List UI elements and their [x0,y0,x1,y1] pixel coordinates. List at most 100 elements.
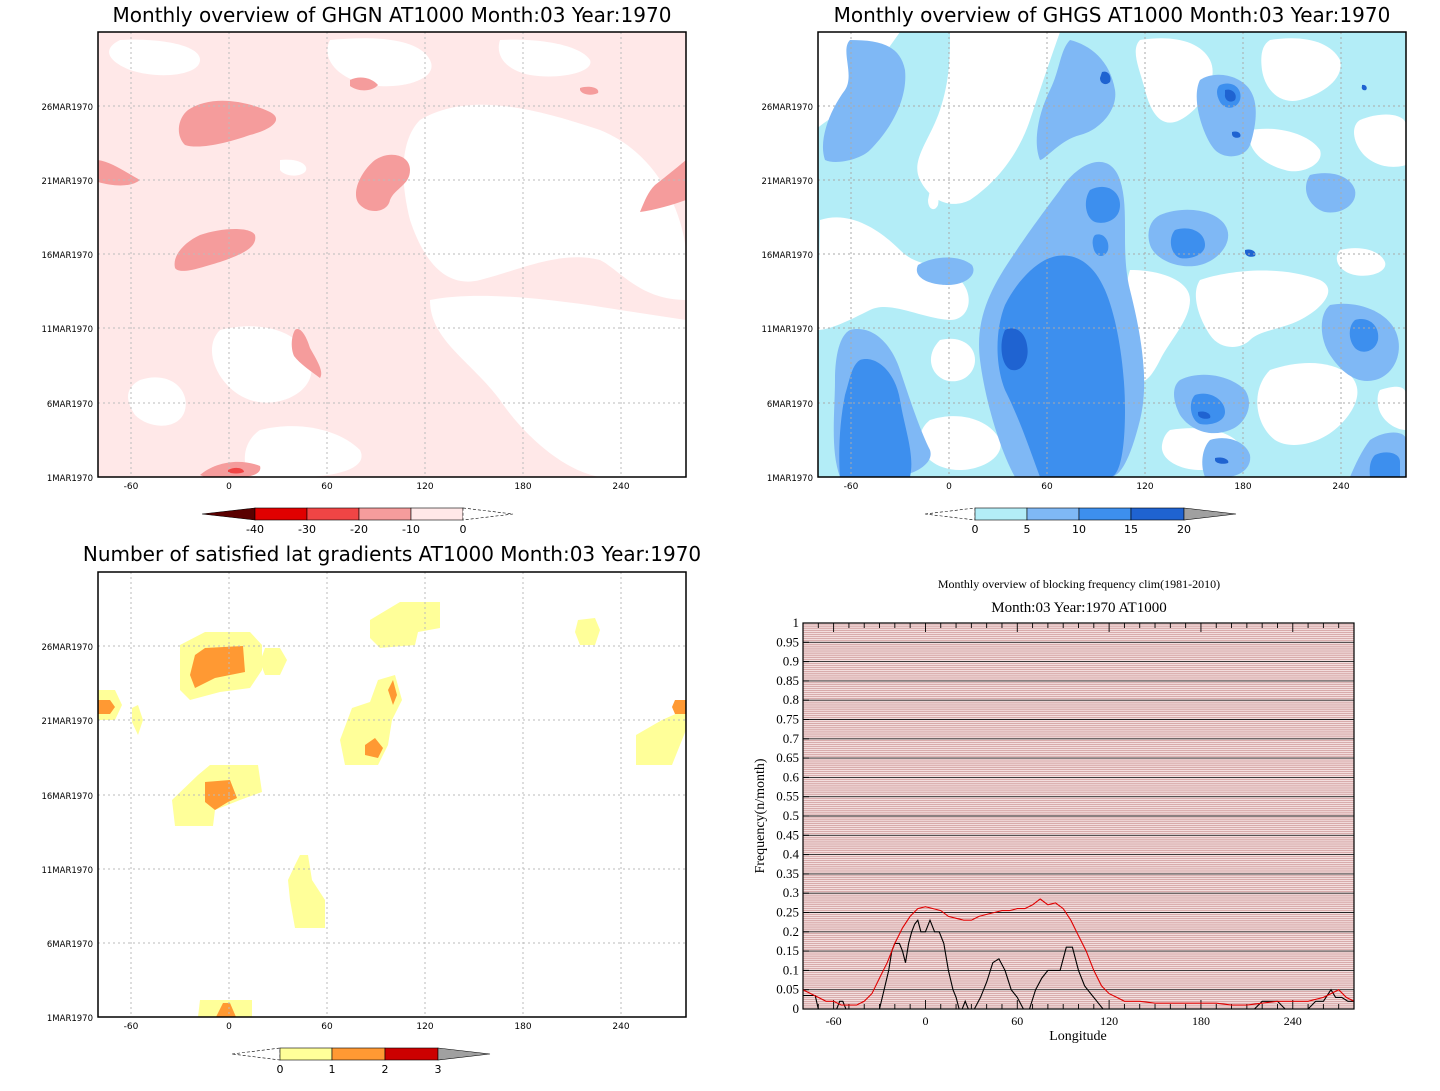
x-tick-label: -60 [124,1022,139,1032]
line-chart-subtitle: Month:03 Year:1970 AT1000 [991,600,1166,616]
ghgn-panel: Monthly overview of GHGN AT1000 Month:03… [41,3,687,536]
x-tick-label: 240 [1284,1014,1302,1028]
y-tick-label: 0.15 [776,943,799,958]
y-tick-label: 11MAR1970 [41,325,93,335]
gradients-x-axis: -60 0 60 120 180 240 [124,1022,630,1032]
line-chart-x-axis: -60 0 60 120 180 240 [802,623,1355,1028]
y-tick-label: 1MAR1970 [767,474,813,484]
x-tick-label: 60 [1011,1014,1023,1028]
colorbar-label: 20 [1177,523,1191,536]
y-tick-label: 16MAR1970 [761,251,813,261]
x-tick-label: 120 [1136,482,1153,492]
y-tick-label: 16MAR1970 [41,792,93,802]
colorbar-label: 2 [382,1063,389,1076]
x-tick-label: 0 [226,1022,232,1032]
y-tick-label: 0.6 [783,769,800,784]
ghgs-panel: Monthly overview of GHGS AT1000 Month:03… [761,3,1407,536]
y-tick-label: 0.05 [776,982,799,997]
y-tick-label: 1 [793,615,800,630]
gradients-y-axis: 1MAR1970 6MAR1970 11MAR1970 16MAR1970 21… [41,643,93,1024]
line-chart-ylabel: Frequency(n/month) [753,758,768,873]
colorbar-label: 0 [460,523,467,536]
colorbar-label: 10 [1072,523,1086,536]
y-tick-label: 0.2 [783,924,799,939]
y-tick-label: 26MAR1970 [41,103,93,113]
gradients-gridlines [98,572,686,1017]
ghgn-gridlines [98,32,686,477]
colorbar-label: 0 [277,1063,284,1076]
ghgn-title: Monthly overview of GHGN AT1000 Month:03… [113,3,672,27]
y-tick-label: 0.35 [776,866,799,881]
ghgs-gridlines [818,32,1406,477]
x-tick-label: 240 [612,482,629,492]
blocking-frequency-panel: Monthly overview of blocking frequency c… [753,577,1355,1044]
y-tick-label: 0 [793,1001,800,1016]
y-tick-label: 6MAR1970 [47,940,93,950]
y-tick-label: 6MAR1970 [47,400,93,410]
y-tick-label: 6MAR1970 [767,400,813,410]
ghgs-x-axis: -60 0 60 120 180 240 [844,482,1350,492]
x-tick-label: 120 [416,482,433,492]
x-tick-label: 0 [226,482,232,492]
x-tick-label: -60 [124,482,139,492]
ghgn-x-axis: -60 0 60 120 180 240 [124,482,630,492]
x-tick-label: 180 [514,1022,531,1032]
colorbar-label: -40 [246,523,264,536]
colorbar-label: -20 [350,523,368,536]
x-tick-label: -60 [844,482,859,492]
x-tick-label: 180 [514,482,531,492]
y-tick-label: 0.9 [783,654,799,669]
x-tick-label: 60 [321,1022,333,1032]
x-tick-label: 60 [1041,482,1053,492]
ghgn-contour-field [98,32,686,477]
gradients-contour-field [98,572,686,1017]
y-tick-label: 16MAR1970 [41,251,93,261]
ghgs-colorbar: 0 5 10 15 20 [924,507,1237,536]
x-tick-label: 0 [946,482,952,492]
y-tick-label: 0.7 [783,731,800,746]
colorbar-label: 0 [972,523,979,536]
ghgn-y-axis: 1MAR1970 6MAR1970 11MAR1970 16MAR1970 21… [41,103,93,484]
x-tick-label: 0 [922,1014,928,1028]
ghgn-colorbar: -40 -30 -20 -10 0 [201,507,514,536]
y-tick-label: 21MAR1970 [41,717,93,727]
line-chart-xlabel: Longitude [1049,1029,1107,1044]
y-tick-label: 0.4 [783,847,800,862]
y-tick-label: 11MAR1970 [41,866,93,876]
y-tick-label: 0.55 [776,789,799,804]
y-tick-label: 0.45 [776,827,799,842]
y-tick-label: 11MAR1970 [761,325,813,335]
x-tick-label: 180 [1234,482,1251,492]
line-chart-hatch [803,622,1354,1010]
ghgs-plot-frame [817,31,1407,478]
colorbar-label: 5 [1024,523,1031,536]
y-tick-label: 0.75 [776,712,799,727]
gradients-panel: Number of satisfied lat gradients AT1000… [41,542,701,1076]
y-tick-label: 1MAR1970 [47,1014,93,1024]
colorbar-label: 15 [1124,523,1138,536]
ghgs-contour-field [818,32,1406,477]
y-tick-label: 21MAR1970 [41,177,93,187]
colorbar-label: -10 [402,523,420,536]
y-tick-label: 26MAR1970 [41,643,93,653]
x-tick-label: 240 [612,1022,629,1032]
y-tick-label: 0.3 [783,885,799,900]
colorbar-label: -30 [298,523,316,536]
colorbar-label: 3 [435,1063,442,1076]
ghgs-title: Monthly overview of GHGS AT1000 Month:03… [834,3,1391,27]
ghgs-y-axis: 1MAR1970 6MAR1970 11MAR1970 16MAR1970 21… [761,103,813,484]
colorbar-label: 1 [329,1063,336,1076]
ghgn-plot-frame [97,31,687,478]
line-plot-frame [802,622,1355,1010]
x-tick-label: 120 [1100,1014,1118,1028]
y-tick-label: 0.95 [776,634,799,649]
line-chart-y-axis: 0 0.05 0.1 0.15 0.2 0.25 0.3 0.35 0.4 0.45 0.5 0.55… [776,615,809,1016]
x-tick-label: 60 [321,482,333,492]
climatology-line [802,898,1355,1006]
y-tick-label: 1MAR1970 [47,474,93,484]
gradients-colorbar: 0 1 2 3 [231,1047,491,1076]
y-tick-label: 0.65 [776,750,799,765]
y-tick-label: 0.1 [783,962,799,977]
y-tick-label: 26MAR1970 [761,103,813,113]
